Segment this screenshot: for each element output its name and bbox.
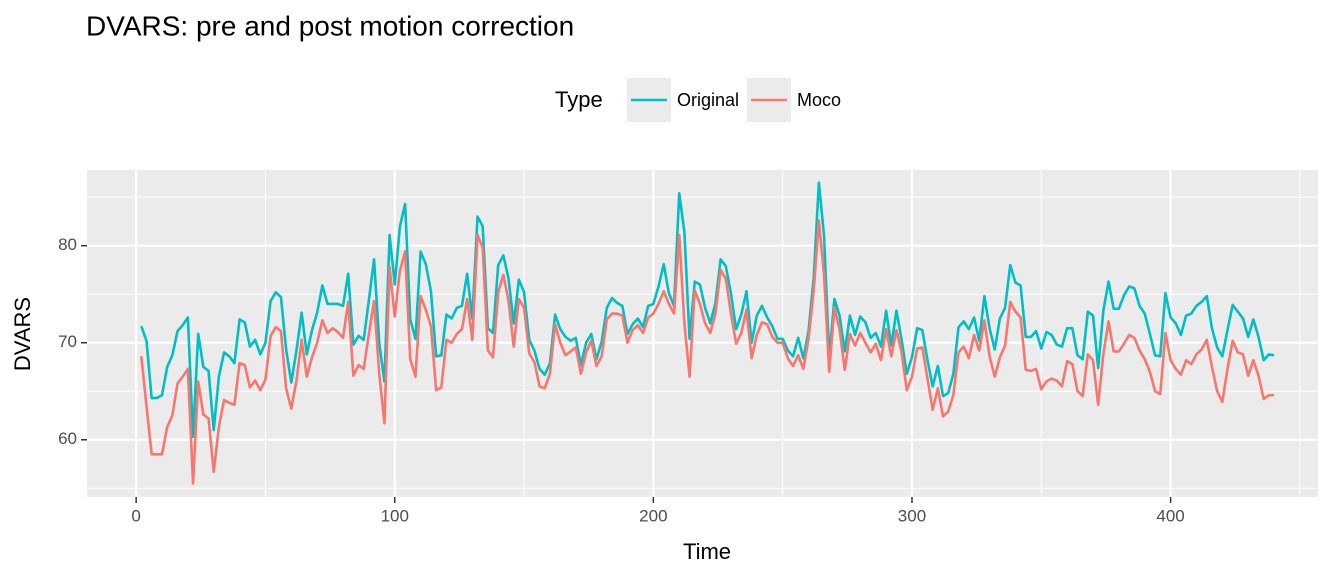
x-tick-label: 0 xyxy=(131,506,140,525)
x-tick-label: 400 xyxy=(1156,506,1184,525)
panel xyxy=(87,170,1318,497)
y-tick-label: 80 xyxy=(58,235,77,254)
y-axis-title: DVARS xyxy=(10,297,35,371)
line-series xyxy=(140,219,1275,485)
y-tick-label: 70 xyxy=(58,332,77,351)
x-axis-title: Time xyxy=(683,539,731,564)
legend-label: Moco xyxy=(797,90,841,110)
legend-title: Type xyxy=(555,87,603,112)
line-series xyxy=(140,181,1275,439)
x-tick-label: 200 xyxy=(639,506,667,525)
legend-label: Original xyxy=(677,90,739,110)
chart-title: DVARS: pre and post motion correction xyxy=(86,10,574,41)
y-tick-label: 60 xyxy=(58,429,77,448)
x-tick-label: 300 xyxy=(898,506,926,525)
x-tick-label: 100 xyxy=(381,506,409,525)
